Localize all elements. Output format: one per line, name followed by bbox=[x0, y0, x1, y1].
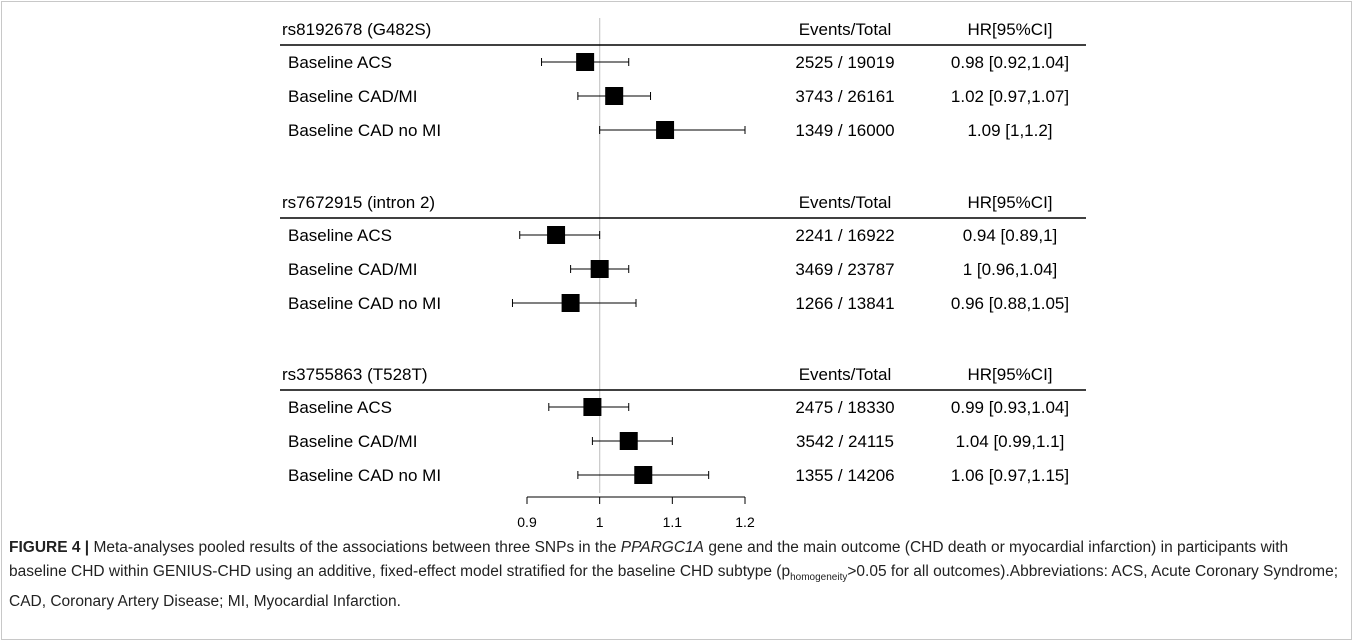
row-hr: 1.02 [0.97,1.07] bbox=[951, 87, 1069, 106]
row-events: 3469 / 23787 bbox=[795, 260, 894, 279]
row-label: Baseline CAD no MI bbox=[288, 294, 441, 313]
row-hr: 0.96 [0.88,1.05] bbox=[951, 294, 1069, 313]
point-estimate bbox=[656, 121, 675, 139]
row-events: 2525 / 19019 bbox=[795, 53, 894, 72]
caption-subscript: homogeneity bbox=[790, 572, 848, 584]
group-title: rs3755863 (T528T) bbox=[282, 365, 428, 384]
x-tick-label: 0.9 bbox=[517, 514, 537, 530]
row-hr: 1.09 [1,1.2] bbox=[967, 121, 1052, 140]
point-estimate bbox=[619, 432, 638, 450]
events-header: Events/Total bbox=[799, 193, 892, 212]
caption-figure-label: FIGURE 4 | bbox=[9, 539, 90, 556]
point-estimate bbox=[605, 87, 624, 105]
x-tick-label: 1.1 bbox=[663, 514, 683, 530]
hr-header: HR[95%CI] bbox=[967, 193, 1052, 212]
row-hr: 0.98 [0.92,1.04] bbox=[951, 53, 1069, 72]
caption-gene-name: PPARGC1A bbox=[620, 539, 705, 556]
row-label: Baseline CAD no MI bbox=[288, 466, 441, 485]
hr-header: HR[95%CI] bbox=[967, 20, 1052, 39]
row-events: 2241 / 16922 bbox=[795, 226, 894, 245]
hr-header: HR[95%CI] bbox=[967, 365, 1052, 384]
figure-caption: FIGURE 4 | Meta-analyses pooled results … bbox=[9, 536, 1339, 614]
group-title: rs8192678 (G482S) bbox=[282, 20, 431, 39]
point-estimate bbox=[547, 226, 566, 244]
caption-text-1: Meta-analyses pooled results of the asso… bbox=[89, 539, 621, 556]
x-tick-label: 1 bbox=[596, 514, 604, 530]
row-label: Baseline ACS bbox=[288, 226, 392, 245]
group-title: rs7672915 (intron 2) bbox=[282, 193, 435, 212]
point-estimate bbox=[576, 53, 595, 71]
row-events: 3743 / 26161 bbox=[795, 87, 894, 106]
row-label: Baseline ACS bbox=[288, 398, 392, 417]
events-header: Events/Total bbox=[799, 365, 892, 384]
row-label: Baseline CAD/MI bbox=[288, 432, 417, 451]
point-estimate bbox=[561, 294, 580, 312]
row-events: 1355 / 14206 bbox=[795, 466, 894, 485]
point-estimate bbox=[634, 466, 653, 484]
row-events: 1266 / 13841 bbox=[795, 294, 894, 313]
row-hr: 0.99 [0.93,1.04] bbox=[951, 398, 1069, 417]
row-events: 2475 / 18330 bbox=[795, 398, 894, 417]
row-hr: 0.94 [0.89,1] bbox=[963, 226, 1058, 245]
row-events: 1349 / 16000 bbox=[795, 121, 894, 140]
row-hr: 1.06 [0.97,1.15] bbox=[951, 466, 1069, 485]
events-header: Events/Total bbox=[799, 20, 892, 39]
caption-text-3: >0.05 for all outcomes).Abbreviations: A… bbox=[9, 563, 1339, 611]
point-estimate bbox=[590, 260, 609, 278]
row-label: Baseline ACS bbox=[288, 53, 392, 72]
row-hr: 1 [0.96,1.04] bbox=[963, 260, 1058, 279]
row-label: Baseline CAD no MI bbox=[288, 121, 441, 140]
row-label: Baseline CAD/MI bbox=[288, 87, 417, 106]
row-label: Baseline CAD/MI bbox=[288, 260, 417, 279]
row-events: 3542 / 24115 bbox=[796, 432, 894, 451]
forest-plot: rs8192678 (G482S) Events/Total HR[95%CI] Ba… bbox=[280, 18, 1086, 530]
caption-text-2: gene and the main outcome (CHD death or … bbox=[9, 539, 1289, 580]
point-estimate bbox=[583, 398, 602, 416]
row-hr: 1.04 [0.99,1.1] bbox=[956, 432, 1065, 451]
x-tick-label: 1.2 bbox=[735, 514, 755, 530]
